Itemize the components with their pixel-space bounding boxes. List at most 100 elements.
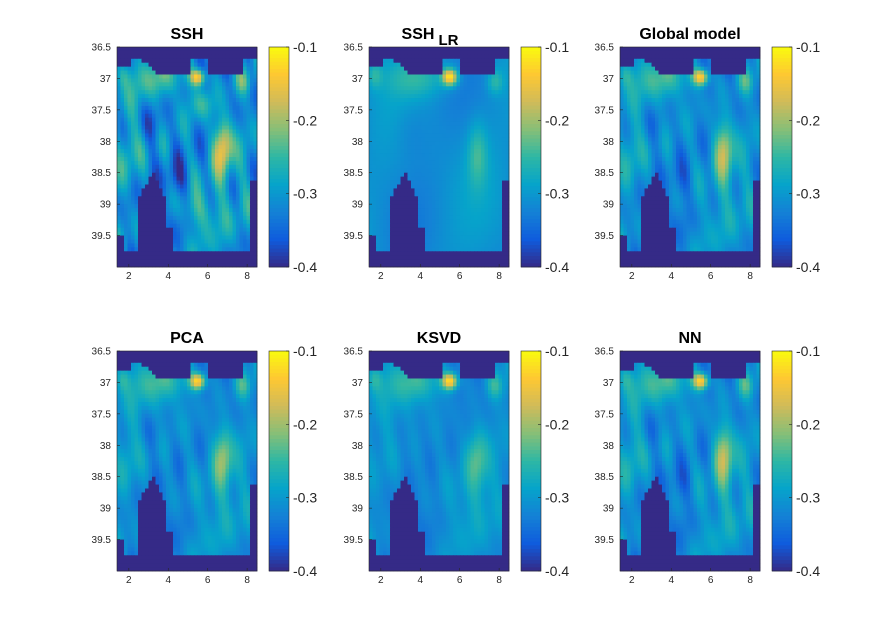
heatmap-cell xyxy=(505,109,510,115)
heatmap-cell xyxy=(243,180,247,185)
heatmap-cell xyxy=(180,117,184,123)
heatmap-cell xyxy=(404,62,408,68)
heatmap-cell xyxy=(369,54,373,60)
heatmap-cell xyxy=(201,259,205,264)
heatmap-cell xyxy=(194,188,198,193)
heatmap-cell xyxy=(383,196,387,201)
heatmap-cell xyxy=(442,54,447,60)
heatmap-cell xyxy=(411,247,415,252)
colorbar-band xyxy=(269,47,289,52)
heatmap-cell xyxy=(127,117,132,123)
heatmap-cell xyxy=(474,125,478,130)
heatmap-cell xyxy=(229,239,233,244)
heatmap-cell xyxy=(229,235,233,240)
heatmap-cell xyxy=(474,105,478,111)
heatmap-cell xyxy=(152,125,156,130)
heatmap-cell xyxy=(148,157,153,162)
heatmap-cell xyxy=(162,208,167,213)
heatmap-cell xyxy=(250,172,254,178)
heatmap-cell xyxy=(246,90,251,95)
heatmap-cell xyxy=(155,113,160,119)
heatmap-cell xyxy=(446,149,450,154)
heatmap-cell xyxy=(477,259,482,264)
heatmap-cell xyxy=(222,105,226,111)
heatmap-cell xyxy=(404,50,408,56)
heatmap-cell xyxy=(215,200,219,205)
heatmap-cell xyxy=(474,62,478,68)
heatmap-cell xyxy=(250,157,254,162)
heatmap-cell xyxy=(208,145,212,150)
heatmap-cell xyxy=(376,50,380,56)
heatmap-cell xyxy=(439,109,443,115)
heatmap-cell xyxy=(481,137,485,142)
heatmap-cell xyxy=(474,50,478,56)
heatmap-cell xyxy=(169,223,174,229)
heatmap-cell xyxy=(152,223,156,229)
heatmap-cell xyxy=(446,247,450,252)
heatmap-cell xyxy=(467,263,471,268)
heatmap-cell xyxy=(152,153,156,158)
heatmap-cell xyxy=(379,109,384,115)
heatmap-cell xyxy=(187,212,191,217)
heatmap-cell xyxy=(166,200,170,205)
heatmap-cell xyxy=(201,204,205,209)
heatmap-cell xyxy=(411,251,415,256)
heatmap-cell xyxy=(127,62,132,68)
heatmap-cell xyxy=(127,66,132,71)
heatmap-cell xyxy=(379,188,384,193)
heatmap-cell xyxy=(236,113,240,119)
heatmap-cell xyxy=(124,121,128,126)
heatmap-cell xyxy=(159,145,163,150)
heatmap-cell xyxy=(215,219,219,225)
heatmap-cell xyxy=(152,255,156,260)
heatmap-cell xyxy=(127,137,132,142)
heatmap-cell xyxy=(222,98,226,103)
heatmap-cell xyxy=(683,50,687,56)
heatmap-cells xyxy=(620,47,761,268)
heatmap-cell xyxy=(232,62,237,68)
heatmap-cell xyxy=(439,141,443,146)
heatmap-cell xyxy=(169,227,174,233)
heatmap-cell xyxy=(414,188,419,193)
heatmap-cell xyxy=(148,219,153,225)
heatmap-cell xyxy=(425,74,429,79)
heatmap-cell xyxy=(187,239,191,244)
heatmap-cell xyxy=(474,70,478,75)
heatmap-cell xyxy=(446,102,450,107)
heatmap-cell xyxy=(155,157,160,162)
heatmap-cell xyxy=(648,70,652,75)
heatmap-cell xyxy=(239,239,244,244)
heatmap-cell xyxy=(686,50,691,56)
heatmap-cell xyxy=(421,125,426,130)
heatmap-cell xyxy=(386,215,391,221)
heatmap-cell xyxy=(183,196,188,201)
heatmap-cell xyxy=(453,145,457,150)
heatmap-cell xyxy=(225,164,230,170)
heatmap-cell xyxy=(127,54,132,60)
heatmap-cell xyxy=(488,149,492,154)
heatmap-cell xyxy=(166,208,170,213)
heatmap-cell xyxy=(739,58,743,64)
heatmap-cell xyxy=(225,141,230,146)
heatmap-cell xyxy=(176,235,181,240)
heatmap-cell xyxy=(162,247,167,252)
heatmap-cell xyxy=(432,251,436,256)
heatmap-cell xyxy=(218,223,223,229)
heatmap-cell xyxy=(204,50,209,56)
heatmap-cell xyxy=(418,149,422,154)
heatmap-cell xyxy=(453,239,457,244)
heatmap-cell xyxy=(229,113,233,119)
heatmap-cell xyxy=(488,196,492,201)
heatmap-cell xyxy=(439,227,443,233)
heatmap-cell xyxy=(488,255,492,260)
heatmap-cell xyxy=(435,251,440,256)
heatmap-cell xyxy=(239,47,244,52)
heatmap-cell xyxy=(120,50,125,56)
heatmap-cell xyxy=(442,66,447,71)
heatmap-cell xyxy=(225,176,230,181)
heatmap-cell xyxy=(166,109,170,115)
heatmap-cell xyxy=(383,129,387,134)
heatmap-cell xyxy=(637,58,642,64)
heatmap-cell xyxy=(432,145,436,150)
heatmap-cell xyxy=(141,137,146,142)
